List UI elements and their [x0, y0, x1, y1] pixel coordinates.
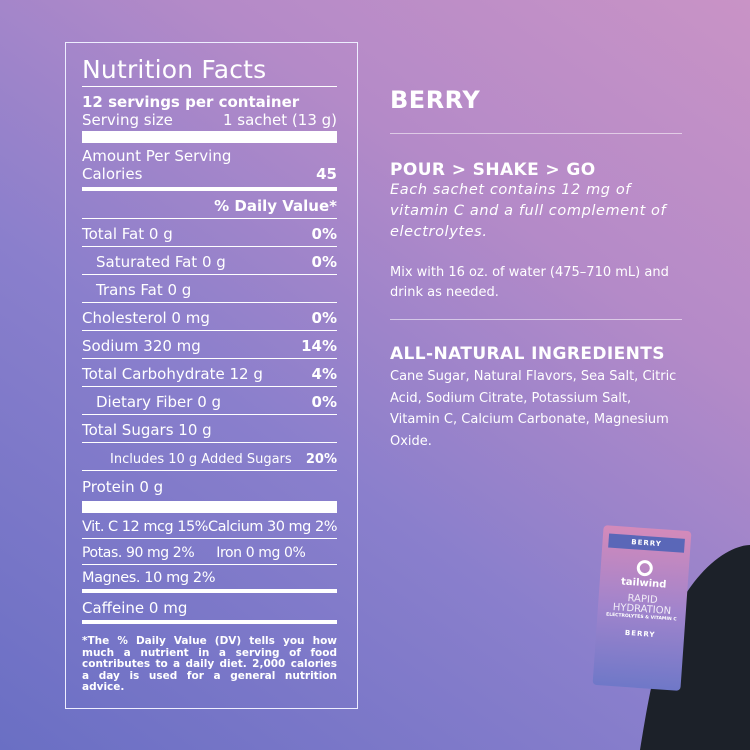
sachet-brand: tailwind [620, 576, 667, 591]
product-sachet-image: BERRY tailwind RAPID HYDRATION ELECTROLY… [592, 525, 692, 691]
steps-heading: POUR > SHAKE > GO [390, 160, 596, 180]
ingredients-list: Cane Sugar, Natural Flavors, Sea Salt, C… [390, 369, 677, 449]
divider-thick [82, 131, 337, 143]
nutrient-label: Total Fat 0 g [82, 225, 173, 243]
nutrient-label: Saturated Fat 0 g [96, 253, 226, 271]
calcium: Calcium 30 mg 2% [208, 519, 337, 535]
magnesium: Magnes. 10 mg 2% [82, 570, 216, 586]
flavor-title: BERRY [390, 86, 682, 134]
nutrient-row: Trans Fat 0 g [82, 275, 337, 303]
nutrient-dv: 0% [311, 253, 337, 271]
nutrient-row: Dietary Fiber 0 g 0% [82, 387, 337, 415]
caffeine: Caffeine 0 mg [82, 599, 188, 617]
calories-label: Calories [82, 165, 143, 183]
vitamin-c: Vit. C 12 mcg 15% [82, 519, 208, 535]
nutrient-label: Sodium 320 mg [82, 337, 201, 355]
servings-per-container: 12 servings per container [82, 93, 300, 111]
nutrient-row: Total Carbohydrate 12 g 4% [82, 359, 337, 387]
ingredients-heading: ALL-NATURAL INGREDIENTS [390, 344, 665, 364]
nutrient-label: Trans Fat 0 g [96, 281, 192, 299]
product-info: BERRY POUR > SHAKE > GO Each sachet cont… [390, 86, 682, 452]
nutrient-row: Protein 0 g [82, 471, 337, 499]
footnote: *The % Daily Value (DV) tells you how mu… [82, 635, 337, 693]
nutrient-row: Sodium 320 mg 14% [82, 331, 337, 359]
amount-per-serving: Amount Per Serving [82, 147, 232, 165]
nutrient-dv: 14% [301, 337, 337, 355]
nutrient-label: Total Carbohydrate 12 g [82, 365, 263, 383]
tagline: Each sachet contains 12 mg of vitamin C … [390, 182, 667, 240]
nutrient-dv: 0% [311, 225, 337, 243]
nutrient-label: Cholesterol 0 mg [82, 309, 210, 327]
potassium: Potas. 90 mg 2% [82, 545, 195, 561]
nutrient-label: Total Sugars 10 g [82, 421, 212, 439]
serving-size-label: Serving size [82, 111, 173, 129]
nutrient-dv: 20% [305, 452, 337, 467]
iron: Iron 0 mg 0% [216, 545, 306, 561]
nutrient-dv: 0% [311, 393, 337, 411]
nutrient-row: Cholesterol 0 mg 0% [82, 303, 337, 331]
mix-instructions: Mix with 16 oz. of water (475–710 mL) an… [390, 265, 669, 300]
nutrient-row: Includes 10 g Added Sugars 20% [82, 443, 337, 471]
sachet-flavor-band: BERRY [608, 533, 685, 553]
nutrient-label: Protein 0 g [82, 478, 164, 496]
nutrient-dv: 4% [311, 365, 337, 383]
serving-size-value: 1 sachet (13 g) [222, 111, 337, 129]
nutrient-label: Dietary Fiber 0 g [96, 393, 222, 411]
daily-value-header-text: % Daily Value* [214, 197, 337, 215]
calories-value: 45 [316, 165, 337, 183]
divider [390, 319, 682, 320]
daily-value-header: % Daily Value* [82, 191, 337, 219]
divider-thick [82, 501, 337, 513]
nutrient-row: Saturated Fat 0 g 0% [82, 247, 337, 275]
nutrient-row: Total Fat 0 g 0% [82, 219, 337, 247]
tailwind-logo-icon [636, 559, 654, 577]
label-title: Nutrition Facts [82, 55, 337, 87]
nutrient-row: Total Sugars 10 g [82, 415, 337, 443]
nutrition-facts-label: Nutrition Facts 12 servings per containe… [65, 42, 358, 709]
nutrient-dv: 0% [311, 309, 337, 327]
nutrient-label: Includes 10 g Added Sugars [110, 452, 292, 467]
sachet-flavor: BERRY [624, 628, 656, 639]
